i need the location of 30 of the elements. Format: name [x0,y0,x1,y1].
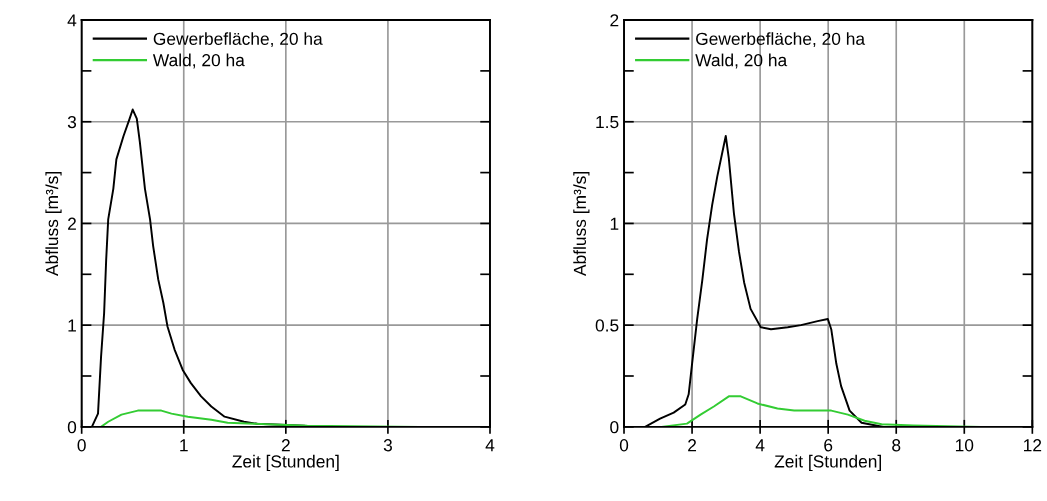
x-tick-label: 4 [755,439,765,452]
x-tick-label: 1 [180,439,188,452]
y-tick-label: 4 [67,14,77,27]
y-axis-title: Abfluss [m³/s] [573,172,590,276]
y-tick-label: 0 [610,421,619,434]
x-tick-label: 2 [688,439,697,452]
y-tick-label: 1 [68,319,76,332]
y-axis-title: Abfluss [m³/s] [45,172,62,276]
x-axis-title: Zeit [Stunden] [232,454,339,472]
x-tick-label: 10 [955,439,974,452]
x-tick-label: 0 [619,439,629,452]
y-tick-label: 2 [68,217,76,230]
legend-label: Gewerbefläche, 20 ha [696,32,866,47]
y-tick-label: 0 [67,421,77,434]
x-tick-label: 0 [77,439,86,452]
x-tick-label: 4 [485,439,495,452]
y-tick-label: 2 [610,14,619,27]
y-tick-label: 1 [610,217,619,230]
x-tick-label: 6 [824,439,833,452]
x-tick-label: 3 [383,439,392,452]
y-tick-label: 0.5 [595,319,619,332]
x-tick-label: 12 [1024,439,1042,452]
y-tick-label: 3 [67,115,77,129]
x-tick-label: 2 [281,439,290,452]
legend-label: Gewerbefläche, 20 ha [153,32,323,47]
x-tick-label: 8 [892,439,901,452]
legend-label: Wald, 20 ha [695,53,788,69]
y-tick-label: 1.5 [596,116,619,129]
legend-label: Wald, 20 ha [152,53,245,69]
x-axis-title: Zeit [Stunden] [774,454,881,472]
